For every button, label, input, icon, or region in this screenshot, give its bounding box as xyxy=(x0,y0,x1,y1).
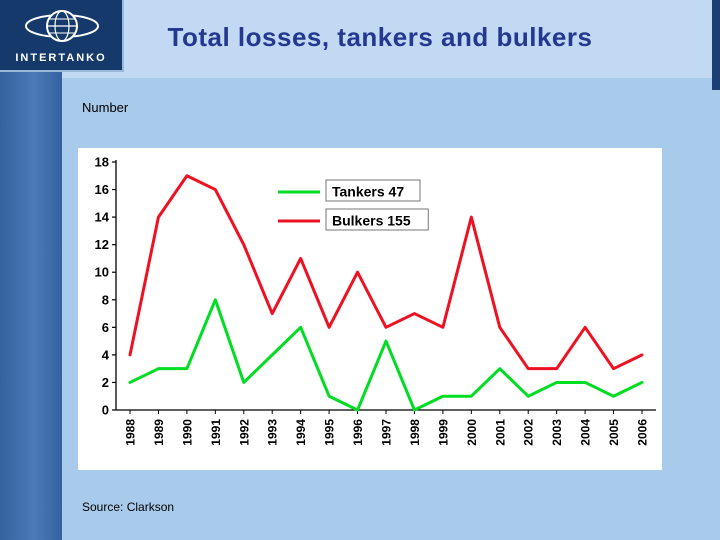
y-axis-label: 18 xyxy=(95,155,109,170)
x-axis-label: 1994 xyxy=(294,419,308,446)
x-axis-label: 1988 xyxy=(124,419,138,446)
legend-label: Tankers 47 xyxy=(332,184,404,200)
x-axis-label: 1990 xyxy=(180,419,194,446)
chart-panel: 0 2 4 6 8 10 12 14 16 18 1988 1989 1990 1991 1992 1993 1… xyxy=(78,148,662,470)
bulkers-line xyxy=(128,174,644,371)
x-axis-label: 2003 xyxy=(550,419,564,446)
x-axis-label: 2004 xyxy=(579,419,593,446)
y-axis-label: 16 xyxy=(95,182,109,197)
x-axis-label: 2006 xyxy=(636,419,650,446)
right-edge-tab xyxy=(712,0,720,90)
y-axis-unit-label: Number xyxy=(82,100,129,115)
x-axis-label: 1995 xyxy=(323,419,337,446)
legend-label: Bulkers 155 xyxy=(332,213,411,229)
x-axis-label: 1991 xyxy=(209,419,223,446)
y-axis-label: 8 xyxy=(102,292,109,307)
left-strip xyxy=(0,0,62,540)
legend-label-box xyxy=(325,208,429,231)
tankers-line xyxy=(128,298,644,412)
x-axis-label: 2000 xyxy=(465,419,479,446)
x-axis-label: 2001 xyxy=(493,419,507,446)
y-axis-label: 2 xyxy=(102,375,109,390)
x-axis-label: 2005 xyxy=(607,419,621,446)
intertanko-logo: INTERTANKO xyxy=(0,0,124,72)
x-axis-label: 1993 xyxy=(266,419,280,446)
y-axis-label: 14 xyxy=(95,210,110,225)
x-axis-label: 1996 xyxy=(351,419,365,446)
y-axis-label: 12 xyxy=(95,237,109,252)
y-axis-label: 0 xyxy=(102,403,109,418)
y-axis-label: 6 xyxy=(102,320,109,335)
source-note: Source: Clarkson xyxy=(82,500,175,514)
y-axis-label: 4 xyxy=(102,347,110,362)
y-axis-label: 10 xyxy=(95,265,109,280)
x-axis-label: 1992 xyxy=(237,419,251,446)
x-axis-label: 1989 xyxy=(152,419,166,446)
x-axis-label: 2002 xyxy=(522,419,536,446)
logo-text: INTERTANKO xyxy=(15,52,107,64)
x-axis-label: 1997 xyxy=(380,419,394,446)
x-axis-label: 1999 xyxy=(436,419,450,446)
slide-title: Total losses, tankers and bulkers xyxy=(167,22,593,52)
globe-icon xyxy=(25,10,99,42)
line-chart: 0 2 4 6 8 10 12 14 16 18 1988 1989 1990 1991 1992 1993 1… xyxy=(95,155,656,446)
legend-label-box xyxy=(325,179,421,202)
x-axis-label: 1998 xyxy=(408,419,422,446)
